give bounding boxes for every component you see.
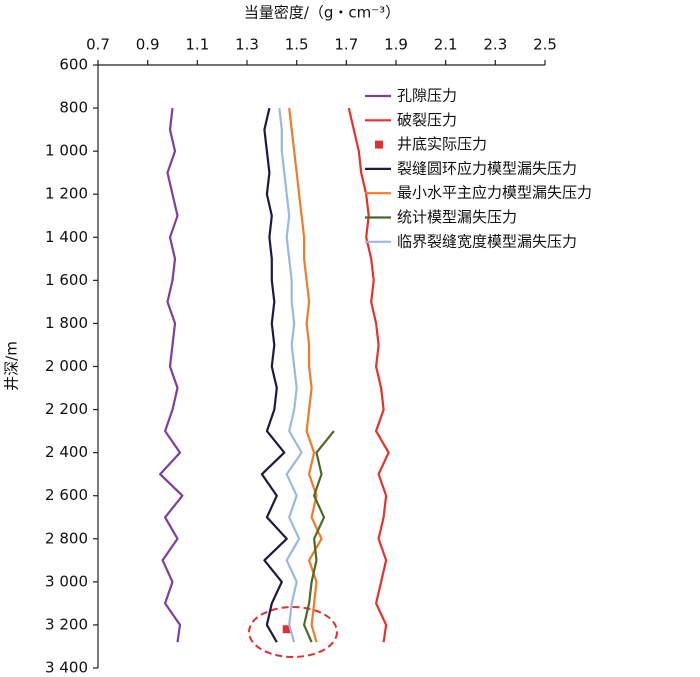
y-tick-label: 2 400 xyxy=(45,443,88,461)
y-tick-label: 2 200 xyxy=(45,400,88,418)
x-tick-label: 2.5 xyxy=(533,36,557,54)
x-tick-label: 0.7 xyxy=(86,36,110,54)
series-line xyxy=(278,107,303,643)
x-axis-title: 当量密度/（g・cm⁻³） xyxy=(244,4,400,22)
y-tick-label: 1 400 xyxy=(45,228,88,246)
y-tick-label: 2 800 xyxy=(45,529,88,547)
x-tick-label: 1.1 xyxy=(185,36,209,54)
legend-label: 统计模型漏失压力 xyxy=(397,208,517,226)
legend-label: 临界裂缝宽度模型漏失压力 xyxy=(397,232,577,250)
y-tick-label: 2 600 xyxy=(45,486,88,504)
y-tick-label: 3 400 xyxy=(45,659,88,677)
point xyxy=(282,625,291,634)
x-tick-label: 1.5 xyxy=(285,36,309,54)
series-line xyxy=(347,107,390,643)
legend-label: 井底实际压力 xyxy=(397,135,487,153)
y-tick-label: 600 xyxy=(59,56,88,74)
y-tick-label: 800 xyxy=(59,99,88,117)
legend-label: 最小水平主应力模型漏失压力 xyxy=(397,184,592,202)
y-tick-label: 3 200 xyxy=(45,615,88,633)
x-tick-label: 2.1 xyxy=(434,36,458,54)
y-tick-label: 1 800 xyxy=(45,314,88,332)
x-tick-label: 2.3 xyxy=(483,36,507,54)
y-tick-label: 2 000 xyxy=(45,357,88,375)
y-tick-label: 1 600 xyxy=(45,271,88,289)
series-line xyxy=(288,107,323,643)
series-line xyxy=(159,107,184,643)
legend-label: 裂缝圆环应力模型漏失压力 xyxy=(397,159,577,177)
highlight-ellipse xyxy=(248,606,338,658)
x-tick-label: 0.9 xyxy=(136,36,160,54)
series-line xyxy=(303,430,335,643)
y-tick-label: 1 000 xyxy=(45,142,88,160)
x-tick-label: 1.9 xyxy=(384,36,408,54)
x-tick-label: 1.7 xyxy=(334,36,358,54)
y-tick-label: 1 200 xyxy=(45,185,88,203)
y-axis-title: 井深/m xyxy=(3,341,21,391)
legend-label: 破裂压力 xyxy=(397,111,457,129)
legend-swatch xyxy=(375,140,383,149)
x-tick-label: 1.3 xyxy=(235,36,259,54)
legend-label: 孔隙压力 xyxy=(397,87,457,105)
series-line xyxy=(260,107,288,643)
y-tick-label: 3 000 xyxy=(45,572,88,590)
